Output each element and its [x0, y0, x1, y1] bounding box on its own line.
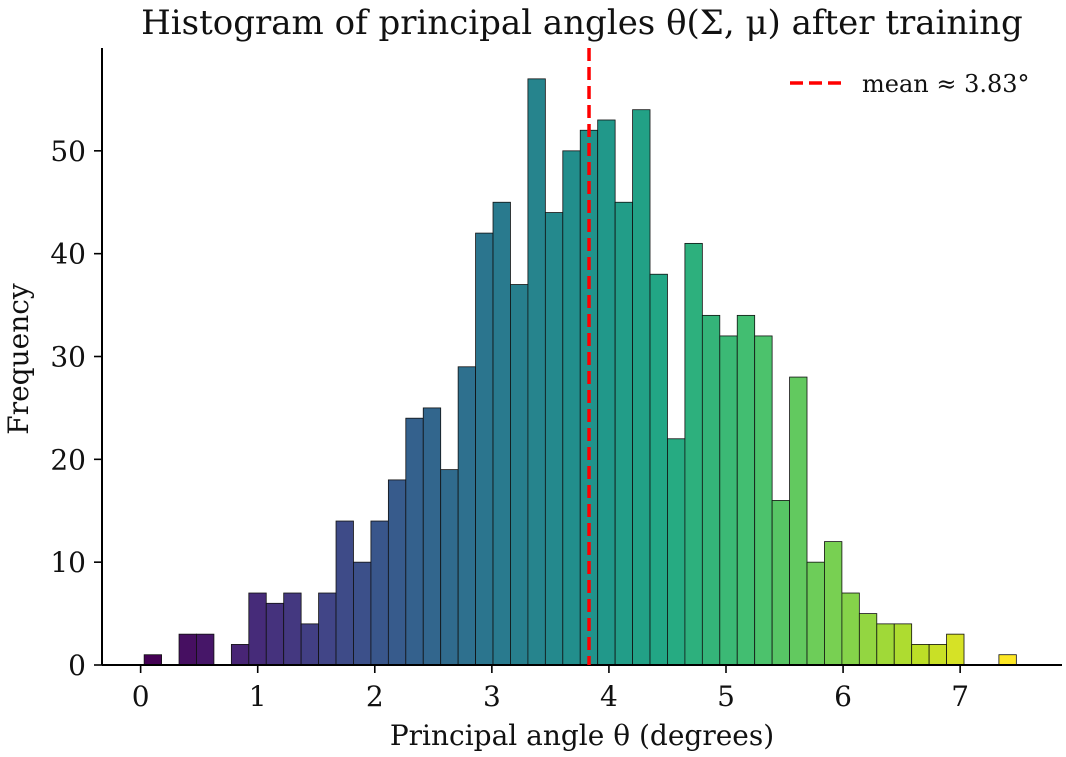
histogram-bar [806, 561, 825, 666]
x-tick-label: 5 [717, 680, 735, 713]
histogram-bar [492, 201, 511, 666]
histogram-bar [196, 633, 215, 666]
histogram-bar [318, 592, 337, 666]
histogram-bar [876, 623, 895, 666]
histogram-bar [771, 500, 790, 666]
histogram-bar [230, 644, 250, 666]
histogram-bar [998, 654, 1017, 666]
x-tick-label: 3 [483, 680, 501, 713]
y-tick-label: 20 [50, 443, 86, 476]
y-tick-label: 40 [50, 238, 86, 271]
histogram-bar [353, 561, 372, 666]
histogram-bar [667, 438, 686, 666]
histogram-bar [265, 602, 285, 666]
histogram-bar [300, 623, 319, 666]
histogram-bar [614, 201, 633, 666]
histogram-bar [684, 242, 703, 666]
histogram-bar [911, 644, 930, 666]
histogram-bar [946, 633, 965, 666]
histogram-bar [824, 541, 843, 666]
x-tick-label: 4 [600, 680, 618, 713]
histogram-bar [632, 109, 651, 666]
histogram-bar [928, 644, 947, 666]
histogram-bar [754, 335, 773, 666]
x-tick-label: 6 [834, 680, 852, 713]
y-tick-label: 0 [68, 649, 86, 682]
histogram-bar [858, 613, 878, 666]
y-tick-label: 50 [50, 135, 86, 168]
histogram-bar [178, 633, 197, 666]
histogram-bar [422, 407, 442, 666]
histogram-bar [527, 78, 546, 666]
histogram-bar [544, 212, 564, 666]
legend: mean ≈ 3.83° [790, 70, 1030, 98]
histogram-bar [405, 417, 424, 666]
histogram-bar [719, 335, 738, 666]
y-tick-label: 30 [50, 341, 86, 374]
histogram-bar [475, 232, 494, 666]
x-tick-label: 0 [132, 680, 150, 713]
y-axis-label: Frequency [2, 283, 35, 435]
histogram-bar [701, 314, 721, 666]
histogram-bars [143, 78, 1017, 666]
x-tick-label: 7 [951, 680, 969, 713]
histogram-bar [370, 520, 389, 666]
histogram-bar [841, 592, 860, 666]
histogram-bar [789, 376, 808, 666]
histogram-bar [335, 520, 354, 666]
histogram-bar [510, 284, 529, 666]
histogram-bar [736, 314, 756, 666]
x-tick-label: 1 [249, 680, 267, 713]
x-tick-label: 2 [366, 680, 384, 713]
histogram-bar [440, 469, 459, 666]
histogram-bar [457, 366, 476, 666]
histogram-bar [649, 273, 668, 666]
histogram-bar [597, 119, 616, 666]
x-axis-label: Principal angle θ (degrees) [390, 719, 774, 752]
histogram-bar [387, 479, 407, 666]
chart-title: Histogram of principal angles θ(Σ, μ) af… [141, 3, 1023, 43]
histogram-bar [143, 654, 162, 666]
histogram-bar [893, 623, 913, 666]
legend-label: mean ≈ 3.83° [862, 70, 1030, 98]
y-tick-label: 10 [50, 546, 86, 579]
axis-ticks: 0 1 2 3 4 5 6 7 0 10 20 30 40 50 [50, 135, 969, 713]
histogram-bar [248, 592, 267, 666]
histogram-bar [562, 150, 581, 666]
histogram-bar [283, 592, 302, 666]
